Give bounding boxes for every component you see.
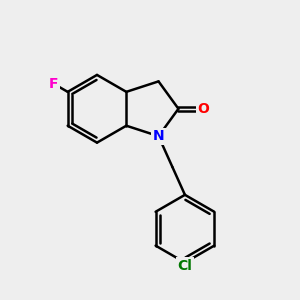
Text: F: F [49,77,58,91]
Text: Cl: Cl [178,259,192,272]
Text: N: N [153,129,164,143]
Text: O: O [197,102,209,116]
